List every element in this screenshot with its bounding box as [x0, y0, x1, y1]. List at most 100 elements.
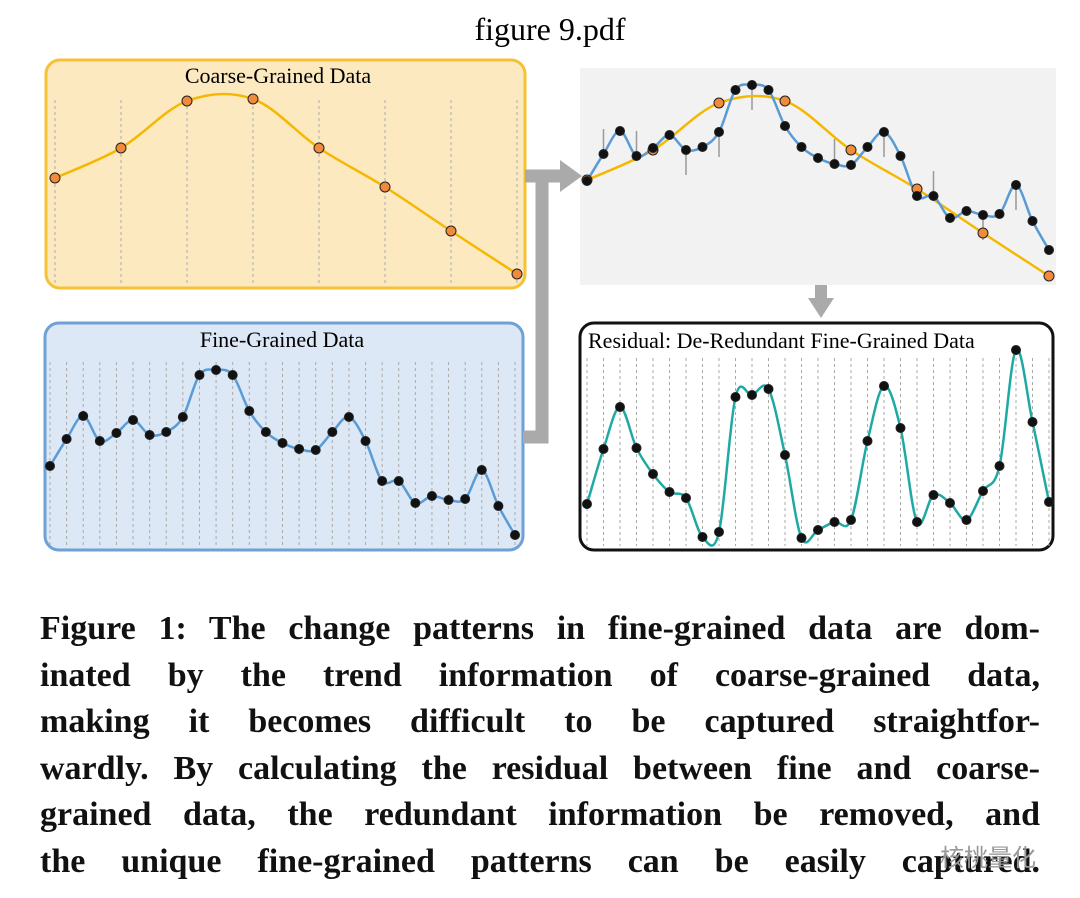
point	[846, 515, 856, 525]
point	[681, 145, 691, 155]
caption-line: making it becomes difficult to be captur…	[40, 703, 1040, 740]
point	[879, 381, 889, 391]
point	[476, 465, 487, 475]
point	[747, 390, 757, 400]
point	[1011, 180, 1021, 190]
point	[377, 476, 388, 486]
point	[393, 476, 404, 486]
point	[410, 498, 421, 508]
point	[747, 80, 757, 90]
connector	[523, 169, 562, 444]
point	[277, 438, 288, 448]
point	[260, 427, 271, 437]
point	[829, 159, 840, 169]
point	[961, 515, 972, 525]
point	[177, 412, 188, 422]
point	[181, 95, 193, 107]
arrowhead	[808, 298, 834, 318]
point	[144, 430, 155, 440]
point	[681, 493, 691, 503]
point	[61, 434, 72, 444]
point	[730, 85, 741, 95]
point	[1044, 497, 1054, 507]
point	[846, 160, 856, 170]
point	[426, 491, 437, 501]
point	[813, 153, 823, 163]
point	[244, 406, 255, 416]
point	[994, 461, 1005, 471]
point	[194, 370, 205, 380]
residual-label: Residual: De-Redundant Fine-Grained Data	[588, 328, 975, 353]
coarse-box	[44, 58, 527, 290]
point	[664, 130, 675, 140]
point	[294, 444, 305, 454]
coarse-curve	[54, 92, 518, 276]
point	[977, 227, 989, 239]
point	[227, 370, 238, 380]
point	[128, 415, 139, 425]
point	[829, 517, 840, 527]
point	[211, 365, 222, 375]
point	[928, 191, 939, 201]
point	[313, 142, 325, 154]
point	[445, 225, 457, 237]
point	[945, 498, 955, 508]
point	[1027, 417, 1038, 427]
point	[945, 213, 955, 223]
point	[493, 501, 504, 511]
point	[714, 127, 724, 137]
point	[779, 95, 791, 107]
point	[1043, 270, 1055, 282]
point	[115, 142, 127, 154]
point	[598, 444, 609, 454]
point	[648, 469, 658, 479]
point	[697, 142, 708, 152]
point	[978, 486, 988, 496]
point	[961, 206, 972, 216]
point	[730, 392, 741, 402]
point	[582, 499, 592, 509]
point	[763, 85, 774, 95]
coarse-label: Coarse-Grained Data	[185, 63, 372, 88]
curves	[45, 80, 1055, 547]
point	[510, 530, 520, 540]
residual-box	[578, 321, 1055, 552]
point	[598, 149, 609, 159]
point	[928, 490, 939, 500]
coarse-curve	[586, 94, 1050, 278]
watermark: 核桃量化	[940, 844, 1036, 872]
point	[862, 436, 873, 446]
point	[443, 495, 454, 505]
point	[895, 151, 906, 161]
point	[247, 93, 259, 105]
point	[994, 209, 1005, 219]
point	[780, 121, 790, 131]
point	[978, 210, 988, 220]
point	[343, 412, 354, 422]
point	[582, 176, 592, 186]
point	[763, 384, 774, 394]
point	[45, 461, 55, 471]
point	[1011, 345, 1021, 355]
point	[631, 151, 642, 161]
point	[511, 268, 523, 280]
point	[111, 428, 122, 438]
point	[49, 172, 61, 184]
point	[796, 533, 807, 543]
point	[310, 445, 321, 455]
caption-line: grained data, the redundant information …	[40, 796, 1040, 833]
point	[895, 423, 906, 433]
point	[1044, 245, 1054, 255]
caption-line: inated by the trend information of coars…	[40, 656, 1040, 694]
point	[713, 97, 725, 109]
point	[648, 143, 658, 153]
point	[327, 427, 338, 437]
point	[379, 181, 391, 193]
point	[360, 436, 371, 446]
point	[94, 436, 105, 446]
point	[664, 487, 675, 497]
point	[813, 525, 823, 535]
point	[631, 443, 642, 453]
caption: Figure 1: The change patterns in fine-gr…	[40, 606, 1040, 885]
